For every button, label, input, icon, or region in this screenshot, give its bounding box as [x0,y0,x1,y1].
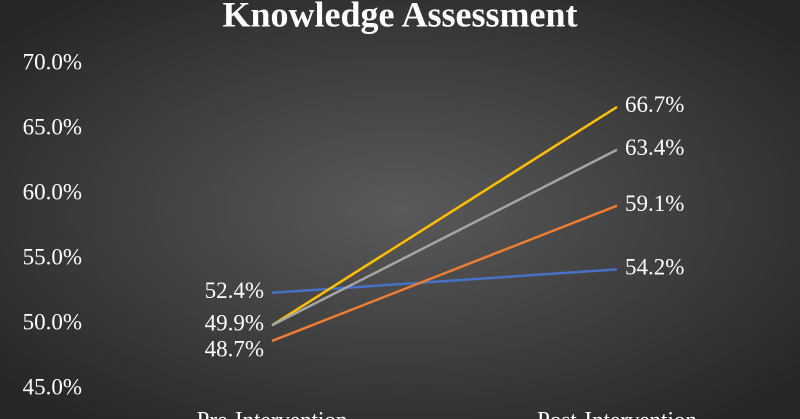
y-tick-label: 45.0% [23,374,82,399]
y-tick-label: 55.0% [23,244,82,269]
y-tick-label: 70.0% [23,49,82,74]
data-label: 49.9% [205,311,264,336]
data-label: 54.2% [625,255,684,280]
chart-title: Knowledge Assessment [222,0,577,34]
y-tick-label: 60.0% [23,179,82,204]
series-line [271,148,618,327]
x-tick-label: Pre-Intervention [197,407,348,419]
data-label: 52.4% [205,278,264,303]
data-label: 59.1% [625,191,684,216]
x-tick-label: Post-Intervention [537,407,697,419]
data-label: 48.7% [205,337,264,362]
data-label: 66.7% [625,92,684,117]
y-tick-label: 65.0% [23,114,82,139]
y-tick-label: 50.0% [23,309,82,334]
series-line [271,105,618,327]
series-line [271,204,618,343]
data-label: 63.4% [625,135,684,160]
